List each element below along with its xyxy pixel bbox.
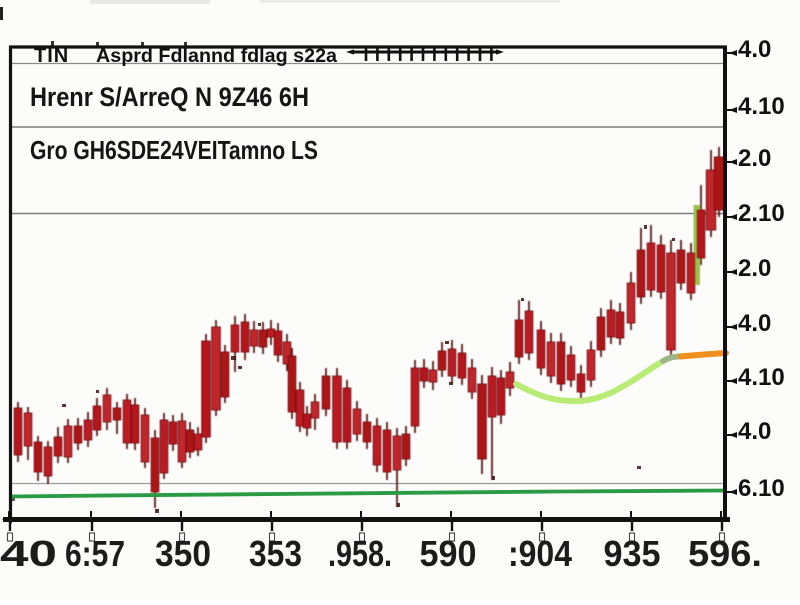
svg-text:4.10: 4.10 (738, 364, 785, 391)
svg-text:6:57: 6:57 (65, 533, 125, 574)
svg-text:4.10: 4.10 (738, 93, 785, 120)
svg-text:6.10: 6.10 (738, 475, 785, 502)
svg-text:4.0: 4.0 (738, 310, 771, 337)
svg-text:2.10: 2.10 (738, 200, 785, 227)
svg-text:590: 590 (420, 533, 477, 574)
svg-text:350: 350 (155, 533, 211, 574)
svg-text::904: :904 (508, 533, 572, 574)
svg-text:.958.: .958. (328, 533, 392, 574)
svg-text:2.0: 2.0 (738, 255, 771, 282)
svg-text:4.0: 4.0 (738, 36, 771, 63)
svg-text:935: 935 (604, 533, 661, 574)
svg-text:40: 40 (0, 533, 57, 574)
svg-text:353: 353 (249, 533, 302, 574)
svg-text:TIN: TIN (34, 45, 69, 67)
svg-text:2.0: 2.0 (738, 145, 771, 172)
svg-text:4.0: 4.0 (738, 418, 771, 445)
svg-text:Asprd Fdlannd fdlag s22a: Asprd Fdlannd fdlag s22a (96, 46, 337, 67)
svg-text:Gro GH6SDE24VEITamno LS: Gro GH6SDE24VEITamno LS (30, 135, 318, 165)
svg-text:Hrenr S/ArreQ N 9Z46 6H: Hrenr S/ArreQ N 9Z46 6H (30, 82, 309, 112)
svg-text:596.: 596. (688, 533, 762, 574)
